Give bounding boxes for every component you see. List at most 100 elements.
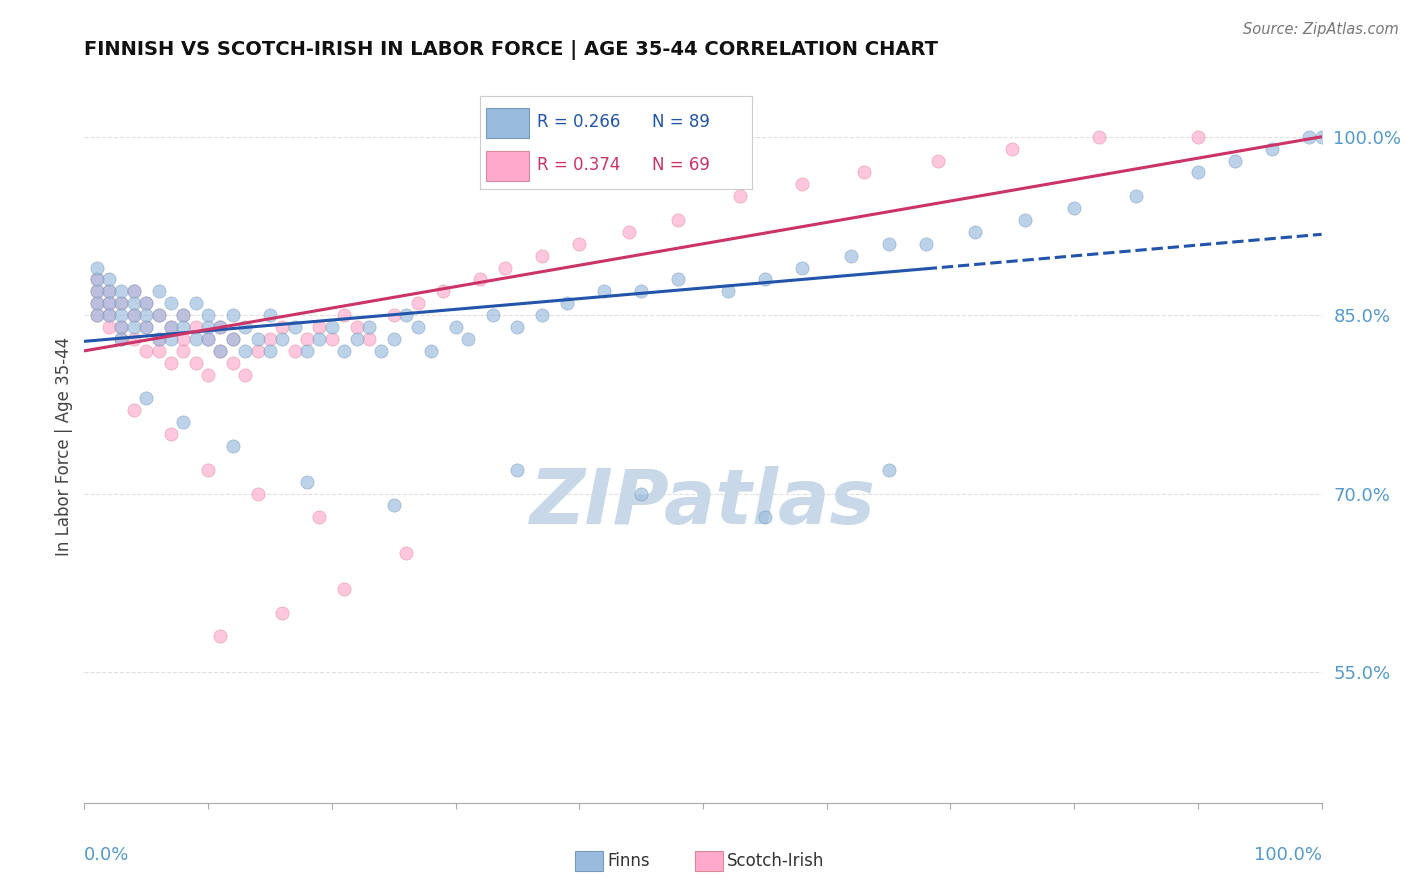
Point (1088, 129, 1111, 144)
Point (184, 332, 207, 346)
Y-axis label: In Labor Force | Age 35-44: In Labor Force | Age 35-44 (55, 336, 73, 556)
Point (110, 296, 132, 310)
Point (148, 332, 170, 346)
Point (271, 606, 294, 620)
Point (481, 308, 503, 322)
Point (295, 475, 318, 489)
Point (877, 236, 900, 251)
Point (148, 332, 170, 346)
Point (110, 320, 132, 334)
Point (506, 463, 529, 477)
Point (98, 285, 121, 299)
Point (1310, 129, 1333, 144)
Point (122, 403, 145, 417)
Point (86, 296, 108, 310)
Point (754, 510, 776, 524)
Point (98, 296, 121, 310)
Point (259, 332, 281, 346)
Point (86, 285, 108, 299)
Point (271, 332, 294, 346)
Point (222, 356, 245, 370)
Point (419, 343, 441, 358)
Point (135, 320, 157, 334)
Point (432, 285, 454, 299)
Point (382, 499, 405, 513)
Point (160, 356, 183, 370)
Text: 0.0%: 0.0% (84, 846, 129, 863)
Text: 100.0%: 100.0% (1254, 846, 1322, 863)
Point (370, 343, 392, 358)
Point (233, 320, 256, 334)
Point (98, 308, 121, 322)
Point (197, 368, 219, 382)
Point (333, 308, 356, 322)
Point (135, 296, 157, 310)
Point (295, 332, 318, 346)
Point (122, 296, 145, 310)
Point (1187, 165, 1209, 179)
Point (135, 392, 157, 406)
Point (172, 415, 194, 429)
Point (184, 356, 207, 370)
Point (160, 320, 183, 334)
Point (346, 332, 368, 346)
Point (98, 296, 121, 310)
Point (395, 546, 418, 560)
Point (271, 320, 294, 334)
Point (148, 308, 170, 322)
Point (122, 308, 145, 322)
Point (790, 260, 813, 275)
Point (222, 332, 245, 346)
Point (321, 332, 343, 346)
Point (284, 343, 307, 358)
Point (494, 260, 516, 275)
Point (246, 343, 269, 358)
Point (172, 308, 194, 322)
Point (408, 320, 430, 334)
Text: FINNISH VS SCOTCH-IRISH IN LABOR FORCE | AGE 35-44 CORRELATION CHART: FINNISH VS SCOTCH-IRISH IN LABOR FORCE |… (84, 40, 938, 60)
Text: ZIPatlas: ZIPatlas (530, 467, 876, 540)
Point (408, 296, 430, 310)
Point (357, 332, 380, 346)
Point (927, 153, 949, 168)
Point (86, 308, 108, 322)
Point (457, 332, 479, 346)
Point (98, 272, 121, 286)
Point (110, 332, 132, 346)
Point (184, 320, 207, 334)
Point (382, 308, 405, 322)
Point (98, 320, 121, 334)
Point (122, 320, 145, 334)
Point (382, 332, 405, 346)
Point (98, 285, 121, 299)
Point (259, 308, 281, 322)
Point (333, 582, 356, 596)
Point (148, 343, 170, 358)
Point (122, 308, 145, 322)
Point (246, 332, 269, 346)
Point (790, 178, 813, 192)
Point (110, 285, 132, 299)
Point (209, 629, 232, 643)
Point (197, 332, 219, 346)
Point (222, 308, 245, 322)
Text: Source: ZipAtlas.com: Source: ZipAtlas.com (1243, 22, 1399, 37)
Point (122, 285, 145, 299)
Point (160, 427, 183, 442)
Point (1298, 129, 1320, 144)
Point (197, 308, 219, 322)
Point (197, 320, 219, 334)
Point (841, 249, 863, 263)
Point (852, 165, 875, 179)
Point (86, 272, 108, 286)
Point (1261, 142, 1284, 156)
Point (110, 320, 132, 334)
Point (295, 343, 318, 358)
Point (86, 285, 108, 299)
Point (1014, 213, 1036, 227)
Point (308, 320, 330, 334)
Point (531, 308, 554, 322)
Point (197, 332, 219, 346)
Point (209, 320, 232, 334)
Point (1001, 142, 1024, 156)
